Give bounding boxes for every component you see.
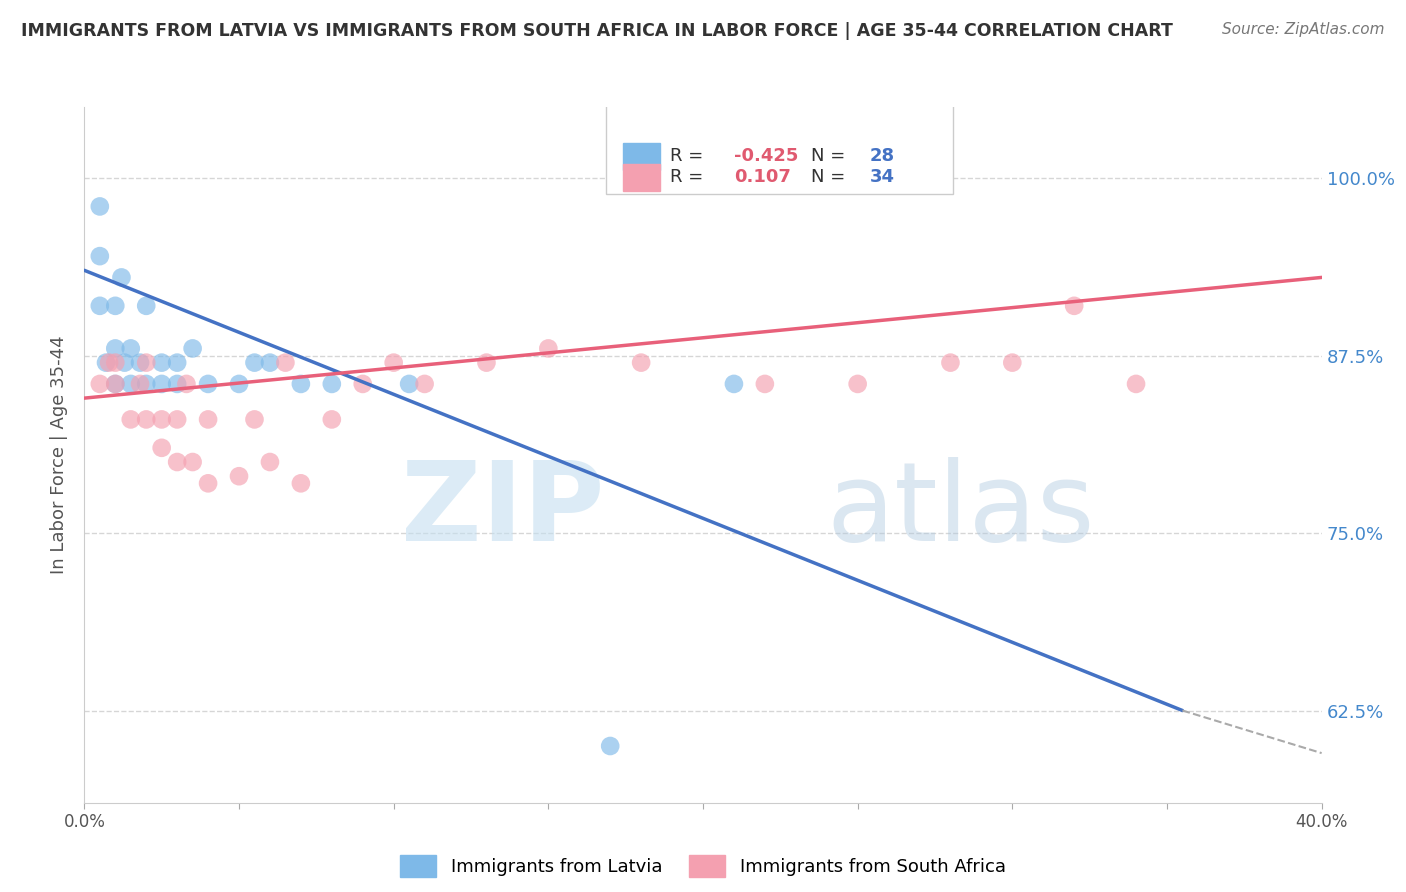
Point — [129, 356, 152, 370]
Point — [382, 356, 405, 370]
Legend: Immigrants from Latvia, Immigrants from South Africa: Immigrants from Latvia, Immigrants from … — [392, 847, 1014, 884]
Point — [274, 356, 297, 370]
Point — [1063, 299, 1085, 313]
Point — [150, 441, 173, 455]
Point — [166, 455, 188, 469]
Point — [104, 299, 127, 313]
Point — [104, 376, 127, 391]
Text: ZIP: ZIP — [401, 457, 605, 564]
Point — [1001, 356, 1024, 370]
Point — [120, 376, 142, 391]
Point — [89, 249, 111, 263]
Point — [181, 455, 204, 469]
Point — [197, 476, 219, 491]
Text: R =: R = — [669, 168, 709, 186]
Text: IMMIGRANTS FROM LATVIA VS IMMIGRANTS FROM SOUTH AFRICA IN LABOR FORCE | AGE 35-4: IMMIGRANTS FROM LATVIA VS IMMIGRANTS FRO… — [21, 22, 1173, 40]
Point — [181, 342, 204, 356]
Point — [120, 412, 142, 426]
Point — [176, 376, 198, 391]
Point — [166, 412, 188, 426]
Point — [135, 356, 157, 370]
Point — [150, 356, 173, 370]
Text: 0.107: 0.107 — [734, 168, 790, 186]
Point — [166, 376, 188, 391]
Point — [754, 376, 776, 391]
Y-axis label: In Labor Force | Age 35-44: In Labor Force | Age 35-44 — [51, 335, 69, 574]
Point — [197, 412, 219, 426]
Point — [197, 376, 219, 391]
Point — [243, 412, 266, 426]
Point — [1125, 376, 1147, 391]
FancyBboxPatch shape — [606, 103, 953, 194]
Point — [135, 376, 157, 391]
Text: R =: R = — [669, 147, 709, 165]
Text: atlas: atlas — [827, 457, 1095, 564]
Point — [599, 739, 621, 753]
Point — [413, 376, 436, 391]
Point — [89, 199, 111, 213]
Point — [321, 412, 343, 426]
Point — [398, 376, 420, 391]
Point — [89, 299, 111, 313]
Point — [321, 376, 343, 391]
Point — [939, 356, 962, 370]
Point — [150, 412, 173, 426]
Point — [723, 376, 745, 391]
Point — [290, 476, 312, 491]
Text: 34: 34 — [870, 168, 896, 186]
Point — [228, 376, 250, 391]
Point — [129, 376, 152, 391]
Point — [104, 342, 127, 356]
Point — [104, 356, 127, 370]
Point — [259, 356, 281, 370]
Point — [94, 356, 117, 370]
Point — [114, 356, 136, 370]
Point — [135, 299, 157, 313]
Text: 28: 28 — [870, 147, 896, 165]
Point — [89, 376, 111, 391]
Point — [104, 376, 127, 391]
Point — [150, 376, 173, 391]
Bar — [623, 144, 659, 169]
Bar — [623, 164, 659, 191]
Text: N =: N = — [811, 168, 851, 186]
Point — [259, 455, 281, 469]
Point — [630, 356, 652, 370]
Text: Source: ZipAtlas.com: Source: ZipAtlas.com — [1222, 22, 1385, 37]
Point — [110, 270, 132, 285]
Point — [352, 376, 374, 391]
Point — [475, 356, 498, 370]
Point — [120, 342, 142, 356]
Point — [135, 412, 157, 426]
Text: N =: N = — [811, 147, 851, 165]
Point — [166, 356, 188, 370]
Point — [98, 356, 121, 370]
Point — [243, 356, 266, 370]
Point — [846, 376, 869, 391]
Text: -0.425: -0.425 — [734, 147, 799, 165]
Point — [537, 342, 560, 356]
Point — [228, 469, 250, 483]
Point — [290, 376, 312, 391]
